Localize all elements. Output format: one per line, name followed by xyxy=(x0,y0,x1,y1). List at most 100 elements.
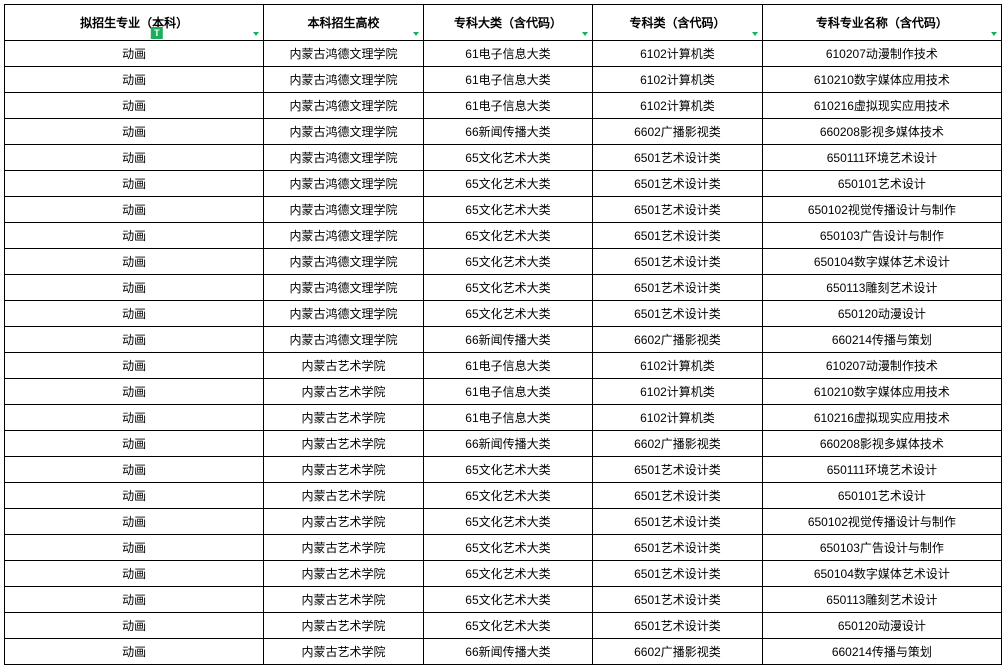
column-header-label: 专科大类（含代码） xyxy=(454,16,562,30)
table-cell: 61电子信息大类 xyxy=(423,93,592,119)
table-cell: 内蒙古鸿德文理学院 xyxy=(264,197,424,223)
table-cell: 65文化艺术大类 xyxy=(423,301,592,327)
table-cell: 内蒙古鸿德文理学院 xyxy=(264,145,424,171)
table-cell: 6501艺术设计类 xyxy=(593,509,762,535)
table-cell: 610210数字媒体应用技术 xyxy=(762,67,1001,93)
table-cell: 6501艺术设计类 xyxy=(593,197,762,223)
filter-dropdown-icon[interactable] xyxy=(411,28,421,38)
table-cell: 650104数字媒体艺术设计 xyxy=(762,249,1001,275)
table-row: 动画内蒙古鸿德文理学院66新闻传播大类6602广播影视类660208影视多媒体技… xyxy=(5,119,1002,145)
table-cell: 650120动漫设计 xyxy=(762,613,1001,639)
table-cell: 6602广播影视类 xyxy=(593,639,762,665)
filter-dropdown-icon[interactable] xyxy=(989,28,999,38)
table-cell: 内蒙古艺术学院 xyxy=(264,431,424,457)
table-cell: 61电子信息大类 xyxy=(423,405,592,431)
table-cell: 660208影视多媒体技术 xyxy=(762,431,1001,457)
table-cell: 动画 xyxy=(5,587,264,613)
table-cell: 6102计算机类 xyxy=(593,41,762,67)
table-cell: 6501艺术设计类 xyxy=(593,457,762,483)
table-row: 动画内蒙古鸿德文理学院65文化艺术大类6501艺术设计类650113雕刻艺术设计 xyxy=(5,275,1002,301)
table-cell: 动画 xyxy=(5,483,264,509)
table-cell: 内蒙古艺术学院 xyxy=(264,483,424,509)
table-cell: 动画 xyxy=(5,379,264,405)
table-cell: 动画 xyxy=(5,41,264,67)
column-header[interactable]: 本科招生高校 xyxy=(264,5,424,41)
table-cell: 650104数字媒体艺术设计 xyxy=(762,561,1001,587)
table-cell: 动画 xyxy=(5,327,264,353)
table-cell: 内蒙古鸿德文理学院 xyxy=(264,67,424,93)
filter-dropdown-icon[interactable] xyxy=(750,28,760,38)
table-cell: 65文化艺术大类 xyxy=(423,483,592,509)
table-cell: 6602广播影视类 xyxy=(593,119,762,145)
table-cell: 66新闻传播大类 xyxy=(423,119,592,145)
column-header[interactable]: 专科大类（含代码） xyxy=(423,5,592,41)
table-header: 拟招生专业（本科）T 本科招生高校 专科大类（含代码） 专科类（含代码） 专科专业名称（… xyxy=(5,5,1002,41)
table-cell: 650113雕刻艺术设计 xyxy=(762,275,1001,301)
table-row: 动画内蒙古艺术学院66新闻传播大类6602广播影视类660208影视多媒体技术 xyxy=(5,431,1002,457)
table-cell: 65文化艺术大类 xyxy=(423,223,592,249)
table-cell: 内蒙古鸿德文理学院 xyxy=(264,275,424,301)
table-cell: 内蒙古鸿德文理学院 xyxy=(264,327,424,353)
table-cell: 650102视觉传播设计与制作 xyxy=(762,509,1001,535)
table-cell: 动画 xyxy=(5,353,264,379)
table-cell: 65文化艺术大类 xyxy=(423,145,592,171)
table-cell: 65文化艺术大类 xyxy=(423,197,592,223)
table-cell: 内蒙古鸿德文理学院 xyxy=(264,119,424,145)
table-cell: 61电子信息大类 xyxy=(423,41,592,67)
table-cell: 动画 xyxy=(5,639,264,665)
table-cell: 6501艺术设计类 xyxy=(593,249,762,275)
table-cell: 动画 xyxy=(5,197,264,223)
table-cell: 动画 xyxy=(5,405,264,431)
table-cell: 610210数字媒体应用技术 xyxy=(762,379,1001,405)
table-row: 动画内蒙古艺术学院65文化艺术大类6501艺术设计类650120动漫设计 xyxy=(5,613,1002,639)
table-cell: 内蒙古鸿德文理学院 xyxy=(264,223,424,249)
column-header-label: 专科专业名称（含代码） xyxy=(816,16,948,30)
table-cell: 650120动漫设计 xyxy=(762,301,1001,327)
table-cell: 610216虚拟现实应用技术 xyxy=(762,93,1001,119)
table-cell: 6501艺术设计类 xyxy=(593,275,762,301)
filter-dropdown-icon[interactable] xyxy=(580,28,590,38)
table-cell: 动画 xyxy=(5,561,264,587)
text-badge-icon: T xyxy=(151,27,163,39)
table-row: 动画内蒙古鸿德文理学院61电子信息大类6102计算机类610210数字媒体应用技… xyxy=(5,67,1002,93)
table-cell: 内蒙古艺术学院 xyxy=(264,457,424,483)
table-row: 动画内蒙古鸿德文理学院61电子信息大类6102计算机类610207动漫制作技术 xyxy=(5,41,1002,67)
table-row: 动画内蒙古艺术学院61电子信息大类6102计算机类610210数字媒体应用技术 xyxy=(5,379,1002,405)
table-cell: 6501艺术设计类 xyxy=(593,561,762,587)
table-row: 动画内蒙古艺术学院65文化艺术大类6501艺术设计类650111环境艺术设计 xyxy=(5,457,1002,483)
table-row: 动画内蒙古鸿德文理学院65文化艺术大类6501艺术设计类650111环境艺术设计 xyxy=(5,145,1002,171)
table-cell: 65文化艺术大类 xyxy=(423,535,592,561)
table-cell: 6501艺术设计类 xyxy=(593,171,762,197)
table-cell: 动画 xyxy=(5,535,264,561)
filter-dropdown-icon[interactable] xyxy=(251,28,261,38)
table-row: 动画内蒙古鸿德文理学院66新闻传播大类6602广播影视类660214传播与策划 xyxy=(5,327,1002,353)
table-cell: 动画 xyxy=(5,67,264,93)
table-cell: 6602广播影视类 xyxy=(593,431,762,457)
column-header[interactable]: 专科专业名称（含代码） xyxy=(762,5,1001,41)
table-cell: 内蒙古艺术学院 xyxy=(264,613,424,639)
table-cell: 65文化艺术大类 xyxy=(423,587,592,613)
table-cell: 65文化艺术大类 xyxy=(423,171,592,197)
table-cell: 6102计算机类 xyxy=(593,353,762,379)
table-row: 动画内蒙古艺术学院61电子信息大类6102计算机类610216虚拟现实应用技术 xyxy=(5,405,1002,431)
table-row: 动画内蒙古鸿德文理学院65文化艺术大类6501艺术设计类650101艺术设计 xyxy=(5,171,1002,197)
table-cell: 内蒙古艺术学院 xyxy=(264,639,424,665)
table-cell: 660214传播与策划 xyxy=(762,639,1001,665)
table-cell: 660214传播与策划 xyxy=(762,327,1001,353)
table-cell: 61电子信息大类 xyxy=(423,67,592,93)
column-header[interactable]: 专科类（含代码） xyxy=(593,5,762,41)
table-cell: 动画 xyxy=(5,171,264,197)
table-cell: 650103广告设计与制作 xyxy=(762,535,1001,561)
table-cell: 6501艺术设计类 xyxy=(593,301,762,327)
table-cell: 650111环境艺术设计 xyxy=(762,145,1001,171)
table-row: 动画内蒙古艺术学院65文化艺术大类6501艺术设计类650101艺术设计 xyxy=(5,483,1002,509)
column-header[interactable]: 拟招生专业（本科）T xyxy=(5,5,264,41)
table-row: 动画内蒙古鸿德文理学院65文化艺术大类6501艺术设计类650103广告设计与制… xyxy=(5,223,1002,249)
table-cell: 6501艺术设计类 xyxy=(593,483,762,509)
column-header-label: 本科招生高校 xyxy=(307,16,379,30)
table-cell: 61电子信息大类 xyxy=(423,379,592,405)
table-cell: 65文化艺术大类 xyxy=(423,275,592,301)
table-cell: 动画 xyxy=(5,301,264,327)
table-row: 动画内蒙古艺术学院65文化艺术大类6501艺术设计类650113雕刻艺术设计 xyxy=(5,587,1002,613)
table-cell: 内蒙古艺术学院 xyxy=(264,535,424,561)
